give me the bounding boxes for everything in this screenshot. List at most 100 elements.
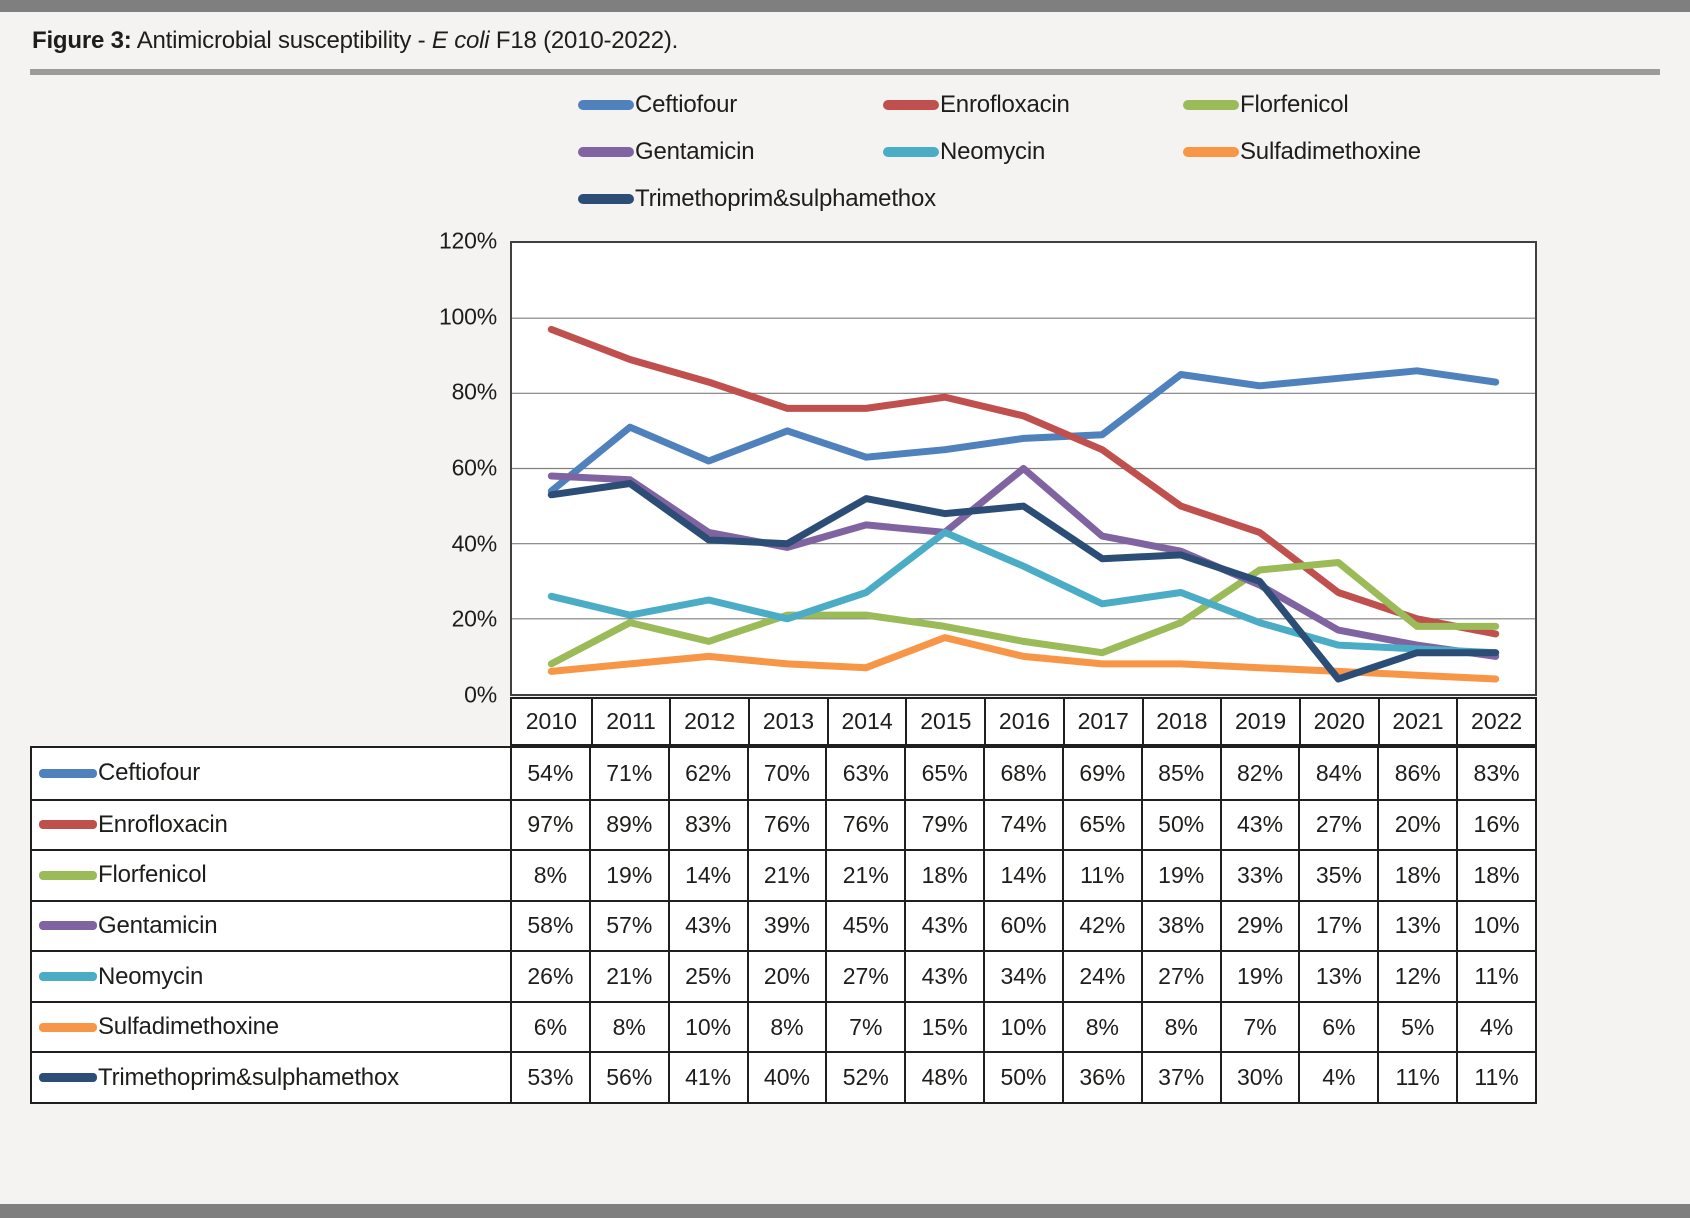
legend-swatch-gentamicin [578,146,634,157]
bottom-divider-bar [0,1204,1690,1218]
value-cell-trimethoprim-sulphamethox-2018: 37% [1140,1053,1220,1102]
value-cell-enrofloxacin-2020: 27% [1298,800,1377,850]
legend-label: Neomycin [940,137,1046,165]
series-name: Neomycin [98,962,204,990]
value-cell-enrofloxacin-2015: 79% [904,800,983,850]
value-cell-neomycin-2017: 24% [1061,952,1141,1001]
legend-swatch-neomycin [883,146,939,157]
value-cell-florfenicol-2016: 14% [983,851,1062,900]
value-cell-sulfadimethoxine-2022: 4% [1456,1002,1535,1052]
value-cell-sulfadimethoxine-2012: 10% [667,1002,747,1052]
series-line-sulfadimethoxine [547,634,1500,683]
value-cell-ceftiofour-2018: 85% [1140,748,1220,799]
value-cell-sulfadimethoxine-2015: 15% [904,1002,983,1052]
table-swatch-enrofloxacin [39,820,97,830]
value-cell-trimethoprim-sulphamethox-2012: 41% [667,1053,747,1102]
y-tick-label: 20% [451,605,498,632]
value-cell-enrofloxacin-2014: 76% [825,800,904,850]
value-cell-sulfadimethoxine-2013: 8% [746,1002,826,1052]
value-cell-gentamicin-2010: 58% [510,901,589,951]
year-cell-2011: 2011 [590,699,670,744]
value-cell-enrofloxacin-2013: 76% [746,800,826,850]
year-cell-2015: 2015 [905,699,984,744]
value-cell-gentamicin-2016: 60% [983,901,1062,951]
title-divider-rule [30,69,1660,75]
figure-title-organism: E coli [431,27,490,54]
value-cell-trimethoprim-sulphamethox-2022: 11% [1456,1053,1535,1102]
value-cell-ceftiofour-2020: 84% [1298,748,1377,799]
y-tick-label: 120% [438,227,497,254]
legend-label: Florfenicol [1240,90,1349,118]
value-cell-sulfadimethoxine-2010: 6% [510,1002,589,1052]
value-cell-florfenicol-2018: 19% [1140,851,1220,900]
table-swatch-ceftiofour [39,768,97,778]
value-cell-enrofloxacin-2017: 65% [1061,800,1141,850]
value-cell-neomycin-2011: 21% [588,952,668,1001]
table-swatch-gentamicin [39,921,97,931]
value-cell-ceftiofour-2017: 69% [1061,748,1141,799]
value-cell-neomycin-2010: 26% [510,952,589,1001]
value-cell-florfenicol-2020: 35% [1298,851,1377,900]
figure-title-text: Antimicrobial susceptibility - [131,27,432,54]
legend-item-gentamicin: Gentamicin [578,138,883,166]
figure-title: Figure 3: Antimicrobial susceptibility -… [32,26,678,56]
susceptibility-line-chart [512,317,1535,683]
value-cell-ceftiofour-2012: 62% [667,748,747,799]
legend-item-enrofloxacin: Enrofloxacin [883,91,1183,119]
table-row-neomycin: Neomycin 26% 21% 25% 20% 27% 43% 34% 24% 27% 19% 13… [32,950,1535,1001]
value-cell-ceftiofour-2010: 54% [510,748,589,799]
value-cell-trimethoprim-sulphamethox-2021: 11% [1377,1053,1456,1102]
table-swatch-sulfadimethoxine [39,1022,97,1032]
year-cell-2018: 2018 [1141,699,1221,744]
value-cell-trimethoprim-sulphamethox-2020: 4% [1298,1053,1377,1102]
series-label-cell: Gentamicin [32,902,510,951]
value-cell-florfenicol-2022: 18% [1456,851,1535,900]
value-cell-gentamicin-2022: 10% [1456,901,1535,951]
series-label-cell: Neomycin [32,952,510,1001]
table-row-trimethoprim-sulphamethox: Trimethoprim&sulphamethox 53% 56% 41% 40% 52%… [32,1051,1535,1102]
value-cell-florfenicol-2013: 21% [746,851,826,900]
value-cell-gentamicin-2013: 39% [746,901,826,951]
value-cell-ceftiofour-2021: 86% [1377,748,1456,799]
value-cell-sulfadimethoxine-2014: 7% [825,1002,904,1052]
legend-swatch-sulfadimethoxine [1183,146,1239,157]
value-cell-neomycin-2013: 20% [746,952,826,1001]
value-cell-florfenicol-2011: 19% [588,851,668,900]
legend-item-trimethoprim-sulphamethox: Trimethoprim&sulphamethox [578,185,936,213]
series-label-cell: Florfenicol [32,851,510,900]
value-cell-trimethoprim-sulphamethox-2011: 56% [588,1053,668,1102]
legend-item-sulfadimethoxine: Sulfadimethoxine [1183,138,1603,166]
series-line-florfenicol [547,559,1500,668]
series-label-cell: Trimethoprim&sulphamethox [32,1053,510,1102]
value-cell-sulfadimethoxine-2019: 7% [1219,1002,1299,1052]
series-line-neomycin [547,528,1500,657]
legend-label: Ceftiofour [635,90,738,118]
value-cell-trimethoprim-sulphamethox-2016: 50% [983,1053,1062,1102]
year-cell-2021: 2021 [1377,699,1457,744]
value-cell-trimethoprim-sulphamethox-2013: 40% [746,1053,826,1102]
value-cell-sulfadimethoxine-2020: 6% [1298,1002,1377,1052]
value-cell-neomycin-2015: 43% [904,952,983,1001]
value-cell-neomycin-2018: 27% [1140,952,1220,1001]
table-swatch-trimethoprim-sulphamethox [39,1073,97,1083]
year-cell-2016: 2016 [984,699,1063,744]
series-line-enrofloxacin [547,325,1500,638]
value-cell-florfenicol-2014: 21% [825,851,904,900]
top-divider-bar [0,0,1690,12]
table-swatch-florfenicol [39,870,97,880]
value-cell-gentamicin-2019: 29% [1219,901,1299,951]
value-cell-neomycin-2019: 19% [1219,952,1299,1001]
value-cell-enrofloxacin-2019: 43% [1219,800,1299,850]
legend-swatch-florfenicol [1183,99,1239,110]
value-cell-neomycin-2022: 11% [1456,952,1535,1001]
y-tick-label: 100% [438,303,497,330]
year-cell-2013: 2013 [748,699,827,744]
value-cell-enrofloxacin-2010: 97% [510,800,589,850]
value-cell-gentamicin-2020: 17% [1298,901,1377,951]
value-cell-florfenicol-2012: 14% [667,851,747,900]
value-cell-gentamicin-2018: 38% [1140,901,1220,951]
year-cell-2017: 2017 [1062,699,1142,744]
value-cell-florfenicol-2021: 18% [1377,851,1456,900]
table-row-sulfadimethoxine: Sulfadimethoxine 6% 8% 10% 8% 7% 15% 10% 8% 8% 7% 6… [32,1000,1535,1052]
value-cell-enrofloxacin-2018: 50% [1140,800,1220,850]
